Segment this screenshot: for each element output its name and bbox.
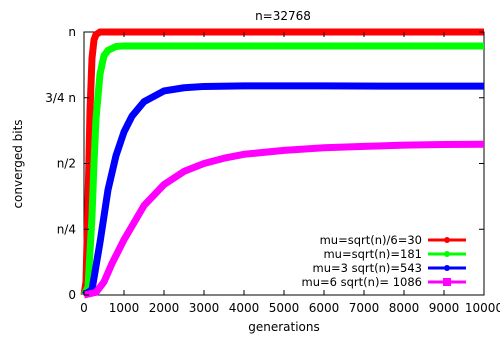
x-tick-label: 0 bbox=[80, 301, 88, 315]
series-line-3 bbox=[82, 82, 484, 298]
x-tick-label: 10000 bbox=[465, 301, 500, 315]
legend-marker bbox=[444, 251, 450, 257]
x-tick-label: 2000 bbox=[149, 301, 180, 315]
axes-layer: 0 1000 2000 3000 4000 5000 6000 7000 8000 9000 100… bbox=[45, 25, 500, 315]
series-line-2 bbox=[80, 42, 484, 297]
legend-label: mu=sqrt(n)/6=30 bbox=[320, 233, 422, 247]
x-tick-label: 5000 bbox=[269, 301, 300, 315]
legend-label: mu=3 sqrt(n)=543 bbox=[313, 261, 422, 275]
x-tick-label: 8000 bbox=[389, 301, 420, 315]
series-line-1 bbox=[80, 28, 484, 296]
legend-label: mu=6 sqrt(n)= 1086 bbox=[302, 275, 422, 289]
legend-label: mu=sqrt(n)=181 bbox=[323, 247, 422, 261]
x-tick-label: 1000 bbox=[109, 301, 140, 315]
plot-frame bbox=[83, 31, 485, 296]
x-tick-label: 7000 bbox=[349, 301, 380, 315]
legend-marker bbox=[444, 237, 450, 243]
y-axis-label: converged bits bbox=[11, 119, 25, 208]
x-tick-label: 4000 bbox=[229, 301, 260, 315]
legend-marker bbox=[444, 265, 450, 271]
x-tick-label: 3000 bbox=[189, 301, 220, 315]
legend-marker bbox=[443, 278, 451, 286]
chart-title: n=32768 bbox=[255, 9, 311, 23]
x-tick-label: 9000 bbox=[429, 301, 460, 315]
y-tick-label: n/2 bbox=[57, 157, 76, 171]
y-tick-label: n bbox=[68, 25, 76, 39]
x-tick-label: 6000 bbox=[309, 301, 340, 315]
series-line-4 bbox=[83, 140, 485, 299]
y-tick-label: 3/4 n bbox=[45, 91, 76, 105]
y-tick-label: 0 bbox=[68, 288, 76, 302]
x-axis-label: generations bbox=[248, 320, 320, 334]
series-layer bbox=[80, 28, 485, 299]
y-tick-label: n/4 bbox=[57, 222, 76, 236]
